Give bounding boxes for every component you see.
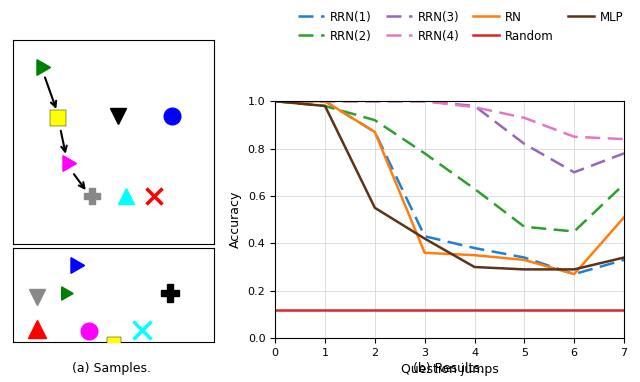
X-axis label: Question jumps: Question jumps xyxy=(401,363,499,376)
Text: (b) Results.: (b) Results. xyxy=(413,363,483,376)
Y-axis label: Accuracy: Accuracy xyxy=(229,191,242,248)
Text: (a) Samples.: (a) Samples. xyxy=(72,363,152,376)
Legend: RRN(1), RRN(2), RRN(3), RRN(4), RN, Random, MLP: RRN(1), RRN(2), RRN(3), RRN(4), RN, Rand… xyxy=(293,6,628,47)
